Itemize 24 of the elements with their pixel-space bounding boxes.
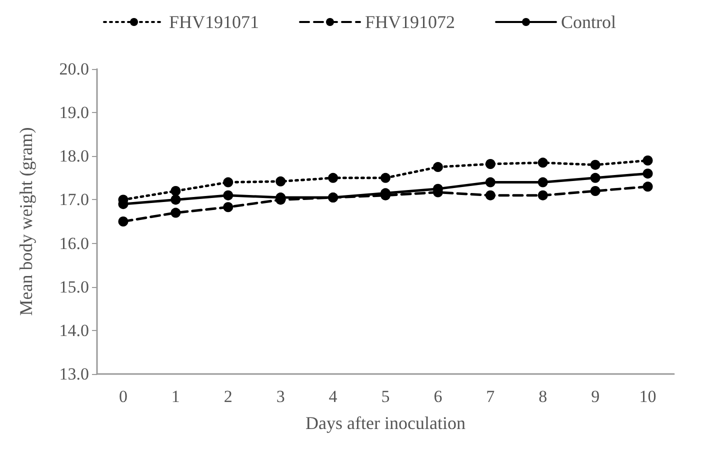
legend-label: Control: [561, 12, 616, 32]
x-axis-title: Days after inoculation: [306, 413, 466, 433]
legend-label: FHV191072: [365, 12, 456, 32]
x-tick-label: 0: [118, 387, 128, 406]
x-tick-label: 6: [434, 387, 442, 406]
y-tick-label: 13.0: [59, 364, 89, 384]
y-tick-label: 20.0: [59, 60, 89, 78]
x-tick-label: 1: [171, 387, 180, 406]
legend-label: FHV191071: [168, 12, 260, 32]
x-tick-label: 9: [591, 387, 600, 406]
y-axis-title: Mean body weight (gram): [16, 127, 36, 316]
x-tick-label: 2: [224, 387, 232, 406]
y-tick-label: 14.0: [59, 320, 89, 340]
x-tick-label: 7: [486, 387, 496, 406]
x-tick-label: 8: [538, 387, 548, 406]
x-tick-label: 10: [639, 387, 656, 406]
x-tick-label: 5: [381, 387, 390, 406]
y-tick-label: 17.0: [59, 190, 89, 210]
y-tick-label: 15.0: [59, 277, 89, 296]
x-tick-label: 3: [276, 387, 285, 406]
y-tick-label: 19.0: [59, 103, 89, 122]
x-tick-label: 4: [328, 387, 338, 406]
y-tick-label: 18.0: [59, 146, 89, 166]
y-tick-label: 16.0: [59, 234, 89, 253]
